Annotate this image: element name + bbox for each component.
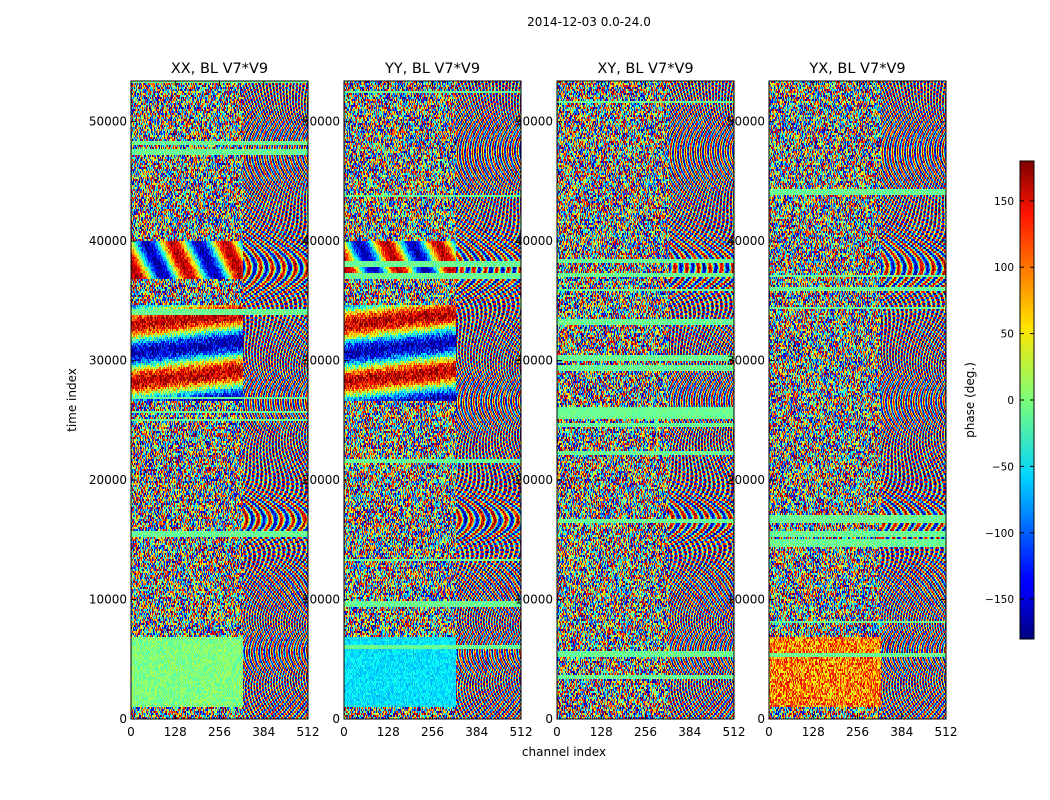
x-tick-label: 512 bbox=[297, 725, 320, 739]
heatmap-image-4 bbox=[769, 81, 946, 719]
panel-title-1: XX, BL V7*V9 bbox=[171, 61, 268, 77]
y-tick-label: 30000 bbox=[515, 354, 553, 368]
y-tick-label: 20000 bbox=[302, 473, 340, 487]
colorbar-tick-label: −50 bbox=[992, 461, 1014, 473]
y-tick-label: 0 bbox=[545, 712, 553, 726]
panel-3: XY, BL V7*V9 0 128 256 384 512 0 10000 20000 3000… bbox=[515, 61, 746, 739]
x-tick-label: 256 bbox=[421, 725, 444, 739]
x-tick-label: 256 bbox=[846, 725, 869, 739]
x-tick-label: 512 bbox=[935, 725, 958, 739]
y-tick-label: 50000 bbox=[89, 115, 127, 129]
y-tick-label: 40000 bbox=[302, 234, 340, 248]
x-tick-label: 128 bbox=[377, 725, 400, 739]
y-tick-label: 50000 bbox=[515, 115, 553, 129]
heatmap-image-2 bbox=[344, 81, 521, 719]
x-tick-label: 0 bbox=[765, 725, 773, 739]
colorbar-tick-label: 100 bbox=[994, 262, 1014, 274]
colorbar-tick-label: 150 bbox=[994, 196, 1014, 208]
colorbar: 150 100 50 0 −50 −100 −150 phase (deg.) bbox=[963, 160, 1035, 640]
x-tick-label: 256 bbox=[208, 725, 231, 739]
x-tick-label: 128 bbox=[164, 725, 187, 739]
y-tick-label: 40000 bbox=[89, 234, 127, 248]
x-tick-label: 0 bbox=[127, 725, 135, 739]
y-tick-label: 40000 bbox=[727, 234, 765, 248]
heatmap-image-1 bbox=[131, 81, 308, 719]
y-tick-label: 40000 bbox=[515, 234, 553, 248]
y-tick-label: 10000 bbox=[515, 593, 553, 607]
x-tick-label: 256 bbox=[634, 725, 657, 739]
y-tick-label: 20000 bbox=[515, 473, 553, 487]
panel-4: YX, BL V7*V9 0 128 256 384 512 0 10000 20000 3000… bbox=[727, 61, 958, 739]
x-tick-label: 128 bbox=[802, 725, 825, 739]
x-tick-label: 0 bbox=[340, 725, 348, 739]
y-tick-label: 10000 bbox=[89, 593, 127, 607]
panel-title-2: YY, BL V7*V9 bbox=[384, 61, 480, 77]
y-tick-label: 0 bbox=[332, 712, 340, 726]
colorbar-tick-label: −150 bbox=[985, 594, 1014, 606]
x-tick-label: 512 bbox=[510, 725, 533, 739]
panels: XX, BL V7*V9 0 128 256 384 512 0 10000 20000 3000… bbox=[65, 61, 957, 759]
colorbar-ticks: 150 100 50 0 −50 −100 −150 bbox=[985, 196, 1034, 606]
colorbar-tick-label: 50 bbox=[1001, 329, 1014, 341]
y-tick-label: 30000 bbox=[89, 354, 127, 368]
x-tick-label: 128 bbox=[590, 725, 613, 739]
y-tick-label: 0 bbox=[757, 712, 765, 726]
y-tick-label: 50000 bbox=[727, 115, 765, 129]
heatmap-image-3 bbox=[557, 81, 734, 719]
y-tick-label: 10000 bbox=[302, 593, 340, 607]
panel-1: XX, BL V7*V9 0 128 256 384 512 0 10000 20000 3000… bbox=[65, 61, 319, 739]
y-tick-label: 0 bbox=[119, 712, 127, 726]
colorbar-tick-label: −100 bbox=[985, 528, 1014, 540]
y-tick-label: 10000 bbox=[727, 593, 765, 607]
y-axis-label: time index bbox=[65, 368, 79, 432]
y-tick-label: 30000 bbox=[727, 354, 765, 368]
x-tick-label: 384 bbox=[252, 725, 275, 739]
panel-2: YY, BL V7*V9 0 128 256 384 512 0 10000 20000 3000… bbox=[302, 61, 606, 759]
y-tick-label: 20000 bbox=[727, 473, 765, 487]
x-axis-label: channel index bbox=[522, 745, 606, 759]
x-tick-label: 384 bbox=[890, 725, 913, 739]
figure-suptitle: 2014-12-03 0.0-24.0 bbox=[527, 15, 651, 29]
y-tick-label: 20000 bbox=[89, 473, 127, 487]
x-tick-label: 384 bbox=[465, 725, 488, 739]
x-tick-label: 384 bbox=[678, 725, 701, 739]
colorbar-label: phase (deg.) bbox=[963, 362, 977, 438]
panel-title-4: YX, BL V7*V9 bbox=[808, 61, 905, 77]
colorbar-tick-label: 0 bbox=[1007, 395, 1014, 407]
x-tick-label: 512 bbox=[723, 725, 746, 739]
x-tick-label: 0 bbox=[553, 725, 561, 739]
y-tick-label: 30000 bbox=[302, 354, 340, 368]
y-tick-label: 50000 bbox=[302, 115, 340, 129]
panel-title-3: XY, BL V7*V9 bbox=[597, 61, 693, 77]
